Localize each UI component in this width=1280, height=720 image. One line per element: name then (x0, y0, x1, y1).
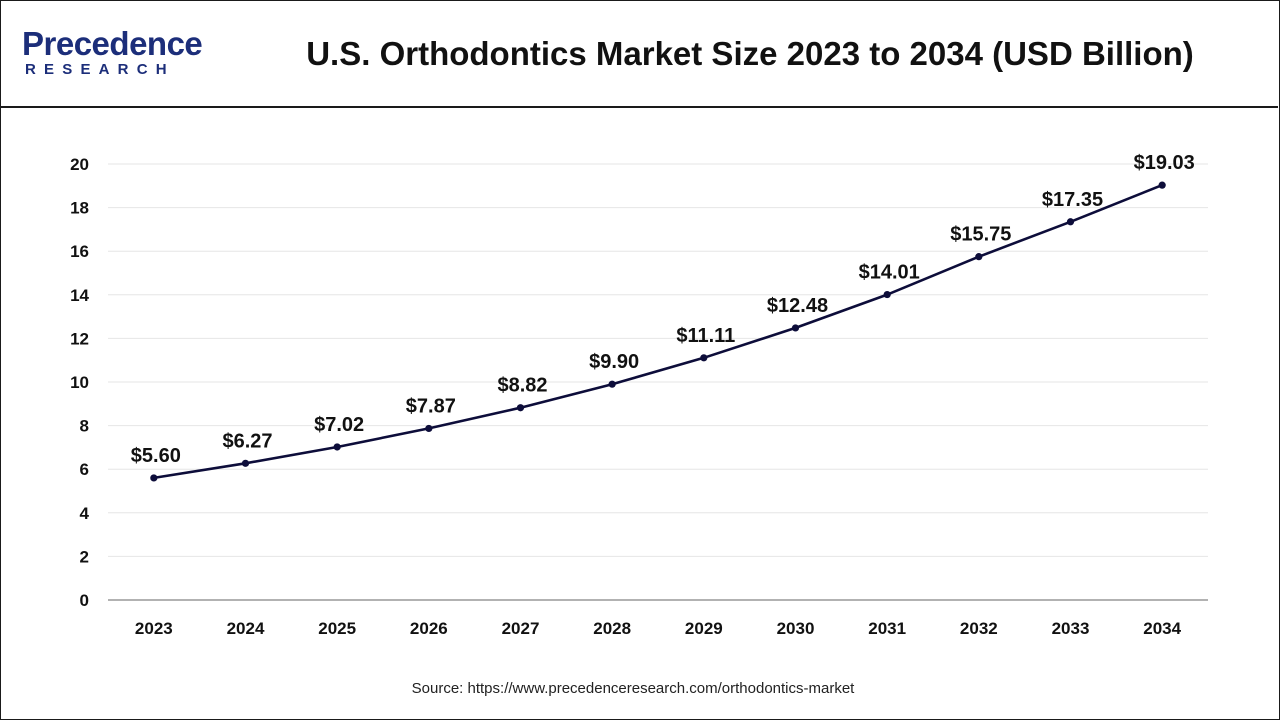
x-tick-label: 2034 (1143, 619, 1181, 638)
data-label: $5.60 (131, 445, 181, 467)
data-label: $7.02 (314, 414, 364, 436)
precedence-research-logo: Precedence RESEARCH (22, 26, 222, 86)
x-tick-label: 2029 (685, 619, 723, 638)
data-label: $6.27 (222, 430, 272, 452)
data-label: $19.03 (1134, 152, 1195, 174)
data-point (791, 324, 800, 332)
data-point (700, 354, 708, 362)
x-tick-label: 2028 (593, 619, 631, 638)
data-label: $12.48 (767, 295, 828, 317)
y-tick-label: 14 (70, 286, 89, 305)
data-label: $14.01 (859, 262, 920, 284)
logo-subtitle: RESEARCH (25, 61, 175, 78)
logo-wordmark: Precedence (22, 25, 203, 62)
y-tick-label: 20 (70, 155, 89, 174)
y-tick-label: 8 (80, 417, 89, 436)
x-tick-label: 2032 (960, 619, 998, 638)
chart-area: 0 2 4 6 8 10 12 14 16 18 20 2023 2024 2025 2026 2027 202… (0, 108, 1278, 668)
x-tick-label: 2023 (135, 619, 173, 638)
data-point (883, 290, 891, 299)
data-label: $15.75 (950, 224, 1011, 246)
y-tick-label: 6 (80, 460, 89, 479)
x-tick-label: 2025 (318, 619, 356, 638)
y-tick-label: 12 (70, 329, 89, 348)
y-tick-label: 2 (80, 547, 89, 566)
data-point (241, 459, 250, 467)
series-line (153, 183, 1163, 480)
line-chart: 0 2 4 6 8 10 12 14 16 18 20 2023 2024 2025 2026 2027 202… (70, 152, 1208, 638)
header: Precedence RESEARCH U.S. Orthodontics Ma… (0, 0, 1278, 108)
x-tick-label: 2033 (1052, 619, 1090, 638)
y-tick-label: 18 (70, 199, 89, 218)
data-point (333, 443, 341, 451)
data-point (608, 380, 616, 388)
x-tick-label: 2030 (777, 619, 815, 638)
y-tick-label: 4 (80, 504, 90, 523)
data-label: $17.35 (1042, 189, 1103, 211)
data-label: $7.87 (406, 395, 456, 417)
data-point (516, 404, 525, 412)
x-tick-label: 2027 (502, 619, 540, 638)
data-point (150, 474, 158, 482)
data-point (425, 424, 433, 433)
data-point (1066, 218, 1075, 226)
data-label: $8.82 (497, 375, 547, 397)
y-tick-label: 10 (70, 373, 89, 392)
source-note: Source: https://www.precedenceresearch.c… (411, 680, 855, 697)
page-title: U.S. Orthodontics Market Size 2023 to 20… (306, 35, 1194, 72)
y-tick-label: 16 (70, 242, 89, 261)
data-point (975, 253, 983, 261)
x-tick-label: 2031 (868, 619, 906, 638)
data-point (1158, 181, 1166, 189)
data-label: $11.11 (676, 325, 735, 347)
x-tick-label: 2024 (227, 619, 265, 638)
x-tick-label: 2026 (410, 619, 448, 638)
y-tick-label: 0 (80, 591, 89, 610)
data-label: $9.90 (589, 351, 639, 373)
